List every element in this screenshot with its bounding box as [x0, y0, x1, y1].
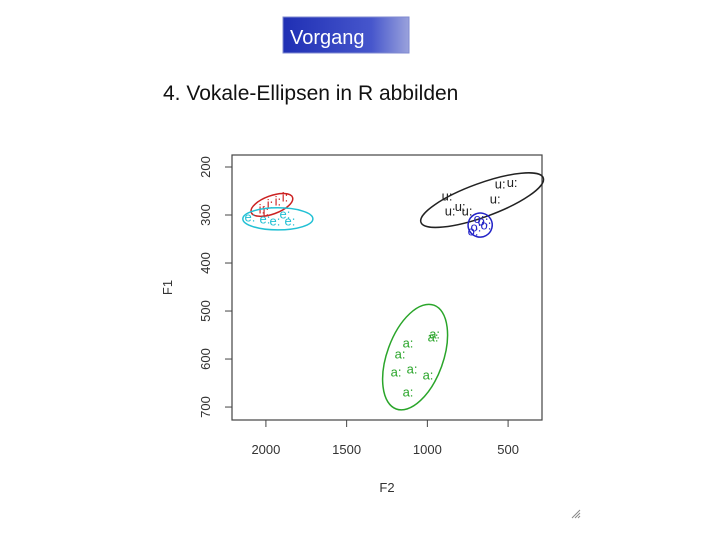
x-tick-label: 1500 [332, 442, 361, 457]
x-tick-label: 500 [497, 442, 519, 457]
y-tick-label: 600 [198, 348, 213, 370]
point-label: i: [263, 204, 270, 219]
point-label: u: [442, 189, 453, 204]
ellipse [381, 303, 449, 411]
point-label: o: [468, 224, 479, 239]
slide-title: 4. Vokale-Ellipsen in R abbilden [163, 82, 458, 105]
y-tick-label: 700 [198, 396, 213, 418]
nav-button-label[interactable]: Vorgang [290, 27, 365, 49]
point-label: o: [481, 217, 492, 232]
point-label: o: [471, 219, 482, 234]
point-label: a: [395, 347, 406, 362]
y-tick-label: 400 [198, 252, 213, 274]
x-tick-label: 2000 [251, 442, 280, 457]
y-tick-label: 300 [198, 204, 213, 226]
point-label: e: [285, 214, 296, 229]
y-tick-label: 200 [198, 156, 213, 178]
point-label: a: [407, 362, 418, 377]
point-label: e: [280, 206, 291, 221]
point-label: a: [428, 329, 439, 344]
point-label: i: [275, 193, 282, 208]
point-label: a: [403, 385, 414, 400]
point-label: o: [478, 214, 489, 229]
point-label: e: [270, 214, 281, 229]
y-axis-label: F1 [160, 280, 175, 295]
point-label: a: [423, 367, 434, 382]
ellipse [467, 212, 493, 238]
nav-button[interactable] [282, 16, 410, 54]
resize-handle [571, 509, 581, 519]
ellipse [242, 207, 314, 231]
point-label: u: [507, 175, 518, 190]
point-label: a: [391, 364, 402, 379]
point-label: a: [429, 326, 440, 341]
point-label: u: [455, 199, 466, 214]
point-label: e: [260, 212, 271, 227]
y-tick-label: 500 [198, 300, 213, 322]
point-label: o: [474, 211, 485, 226]
point-label: u: [462, 204, 473, 219]
point-label: i: [282, 190, 289, 205]
point-label: u: [445, 204, 456, 219]
point-label: a: [403, 336, 414, 351]
point-label: e: [245, 209, 256, 224]
point-label: u: [490, 192, 501, 207]
x-axis-label: F2 [379, 480, 394, 495]
plot-frame [231, 154, 543, 421]
point-label: i: [267, 196, 274, 211]
point-label: u: [495, 177, 506, 192]
x-tick-label: 1000 [413, 442, 442, 457]
